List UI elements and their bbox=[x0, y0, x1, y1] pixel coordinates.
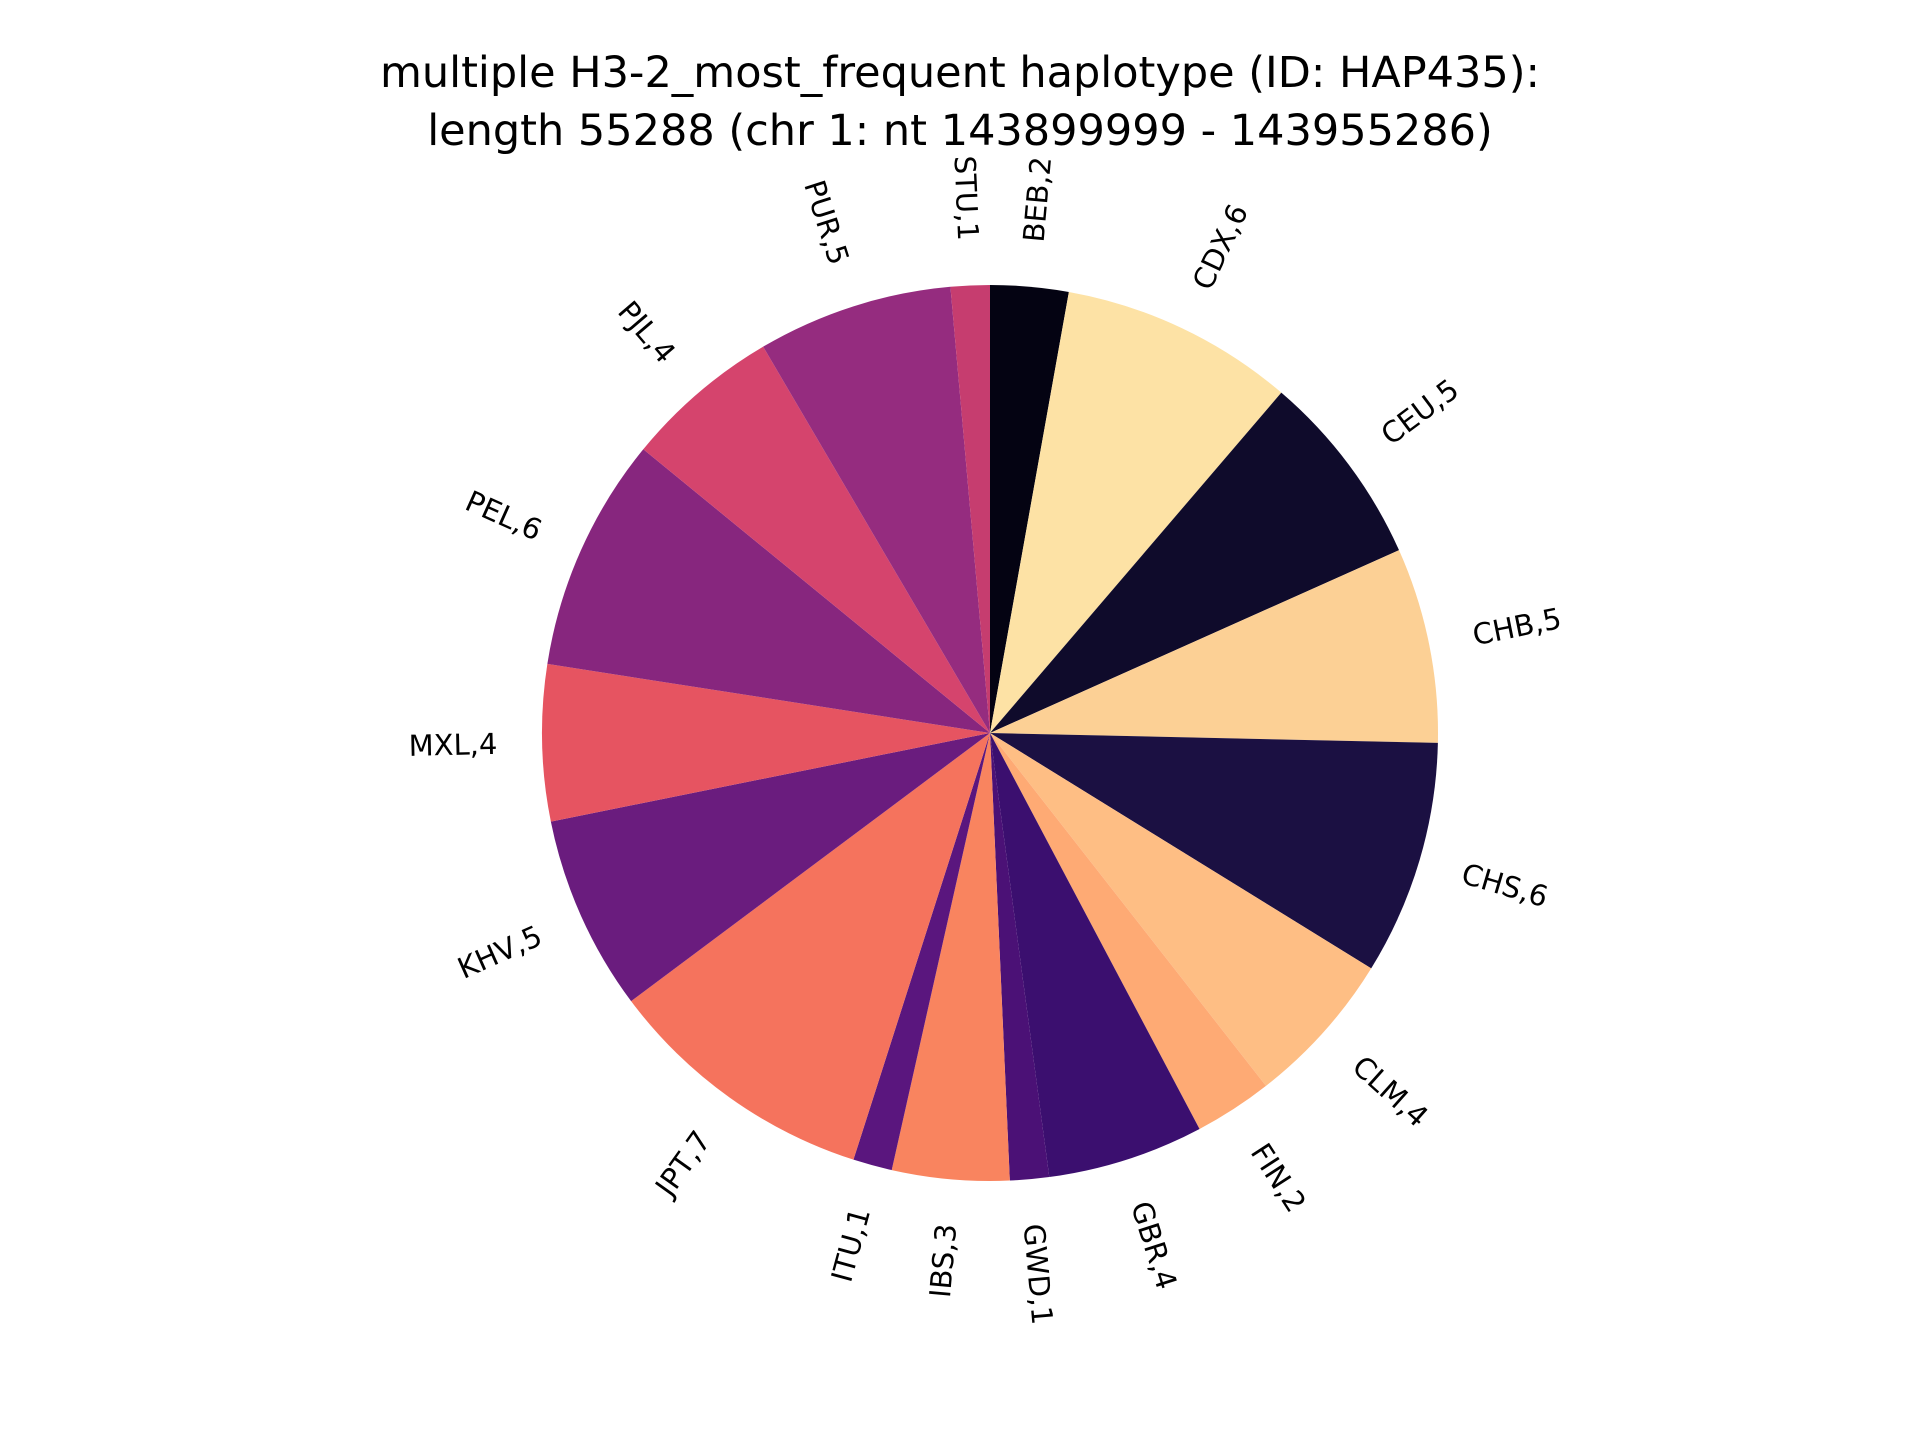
pie-slice-pel bbox=[547, 449, 990, 733]
pie-label-clm: CLM,4 bbox=[1346, 1049, 1435, 1134]
pie-slice-chb bbox=[990, 550, 1438, 743]
pie-label-ibs: IBS,3 bbox=[923, 1222, 963, 1299]
pie-slice-gbr bbox=[990, 733, 1200, 1178]
pie-slice-stu bbox=[950, 285, 990, 733]
pie-slice-pjl bbox=[643, 346, 990, 733]
pie-label-chs: CHS,6 bbox=[1458, 856, 1552, 914]
pie-slice-jpt bbox=[631, 733, 990, 1160]
pie-label-pjl: PJL,4 bbox=[611, 294, 682, 369]
pie-label-pur: PUR,5 bbox=[797, 176, 856, 269]
pie-slice-ceu bbox=[990, 392, 1399, 733]
pie-slice-ibs bbox=[891, 733, 1010, 1182]
pie-label-gwd: GWD,1 bbox=[1017, 1222, 1060, 1326]
pie-label-khv: KHV,5 bbox=[453, 919, 548, 986]
pie-label-chb: CHB,5 bbox=[1470, 601, 1565, 652]
pie-slice-clm bbox=[990, 733, 1372, 1086]
pie-label-ceu: CEU,5 bbox=[1375, 372, 1465, 452]
pie-slice-pur bbox=[763, 286, 990, 733]
pie-label-pel: PEL,6 bbox=[460, 484, 547, 548]
chart-title-line-1: multiple H3-2_most_frequent haplotype (I… bbox=[379, 48, 1540, 98]
pie-slices bbox=[542, 285, 1438, 1182]
pie-slice-beb bbox=[990, 285, 1069, 733]
pie-label-beb: BEB,2 bbox=[1017, 155, 1058, 243]
pie-slice-chs bbox=[990, 733, 1438, 969]
pie-slice-itu bbox=[853, 733, 990, 1171]
chart-title-line-2: length 55288 (chr 1: nt 143899999 - 1439… bbox=[427, 106, 1493, 156]
pie-slice-cdx bbox=[990, 291, 1282, 733]
pie-slice-mxl bbox=[542, 663, 990, 822]
pie-label-jpt: JPT,7 bbox=[647, 1124, 717, 1204]
pie-label-itu: ITU,1 bbox=[825, 1204, 878, 1285]
pie-slice-fin bbox=[990, 733, 1266, 1129]
pie-slice-gwd bbox=[990, 733, 1050, 1181]
pie-slice-khv bbox=[550, 733, 990, 1002]
pie-label-mxl: MXL,4 bbox=[408, 727, 497, 763]
pie-label-cdx: CDX,6 bbox=[1186, 199, 1255, 295]
pie-label-stu: STU,1 bbox=[947, 155, 985, 241]
pie-label-fin: FIN,2 bbox=[1244, 1137, 1313, 1218]
pie-label-gbr: GBR,4 bbox=[1124, 1197, 1184, 1293]
